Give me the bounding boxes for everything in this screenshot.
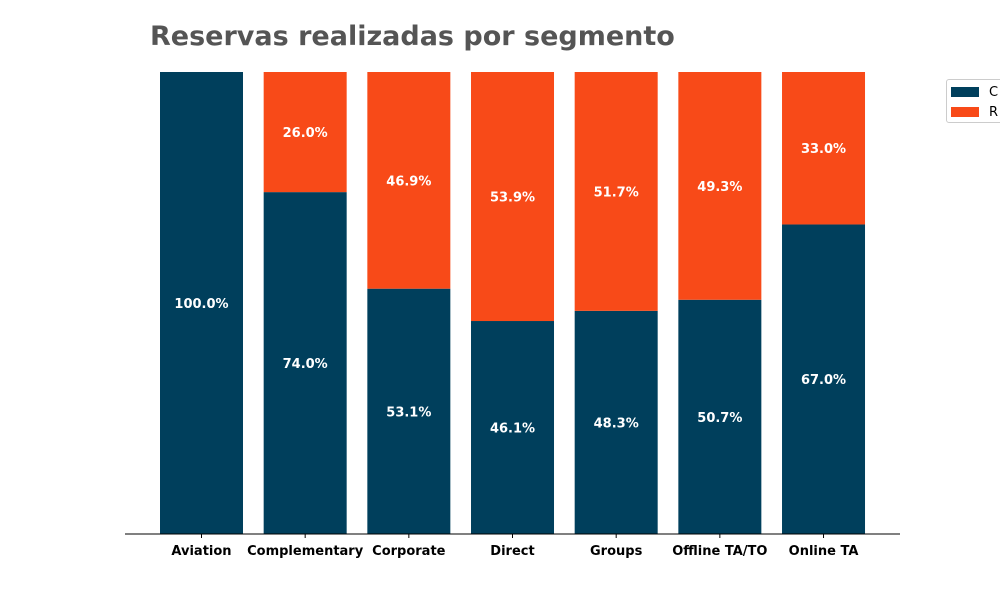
bars-layer: [160, 72, 866, 534]
chart-legend: C R: [946, 79, 1000, 123]
x-axis-ticks: Aviation Complementary Corporate Direct Grou…: [171, 534, 858, 559]
bar-1-direct: [471, 321, 555, 534]
data-label-1-complementary: 74.0%: [283, 357, 328, 372]
data-label-1-offline-ta-to: 50.7%: [697, 411, 742, 426]
x-tick-label: Corporate: [372, 544, 446, 559]
x-tick-label: Online TA: [789, 544, 859, 559]
legend-label-series-2: R: [989, 104, 999, 120]
bar-1-complementary: [263, 192, 347, 534]
data-label-2-offline-ta-to: 49.3%: [697, 180, 742, 195]
bar-1-online-ta: [782, 224, 866, 534]
chart-title: Reservas realizadas por segmento: [150, 21, 675, 52]
data-label-1-groups: 48.3%: [594, 416, 639, 431]
bar-2-groups: [574, 72, 658, 311]
bar-2-direct: [471, 72, 555, 322]
legend-swatch-series-1: [951, 87, 979, 97]
bar-2-online-ta: [782, 72, 866, 225]
bar-2-corporate: [367, 72, 451, 289]
bar-2-offline-ta-to: [678, 72, 762, 300]
data-label-2-groups: 51.7%: [594, 185, 639, 200]
x-tick-label: Groups: [590, 544, 643, 559]
data-label-1-aviation: 100.0%: [174, 297, 228, 312]
legend-item-series-2: R: [951, 104, 998, 120]
bar-1-offline-ta-to: [678, 299, 762, 534]
data-label-2-corporate: 46.9%: [386, 174, 431, 189]
data-label-1-corporate: 53.1%: [386, 405, 431, 420]
x-tick-label: Offline TA/TO: [672, 544, 767, 559]
data-label-2-online-ta: 33.0%: [801, 142, 846, 157]
legend-swatch-series-2: [951, 107, 979, 117]
bar-1-corporate: [367, 288, 451, 534]
data-label-1-direct: 46.1%: [490, 422, 535, 437]
bar-1-aviation: [160, 72, 243, 534]
legend-label-series-1: C: [989, 84, 999, 100]
legend-item-series-1: C: [951, 84, 998, 100]
bar-2-complementary: [263, 72, 347, 193]
x-tick-label: Complementary: [247, 544, 364, 559]
x-tick-label: Aviation: [171, 544, 231, 559]
data-label-2-direct: 53.9%: [490, 191, 535, 206]
data-label-1-online-ta: 67.0%: [801, 373, 846, 388]
bar-labels-layer: 100.0% 74.0% 26.0% 53.1% 46.9% 46.1% 53.9% 48.3…: [174, 126, 846, 436]
x-tick-label: Direct: [490, 544, 534, 559]
bar-1-groups: [574, 310, 658, 534]
data-label-2-complementary: 26.0%: [283, 126, 328, 141]
